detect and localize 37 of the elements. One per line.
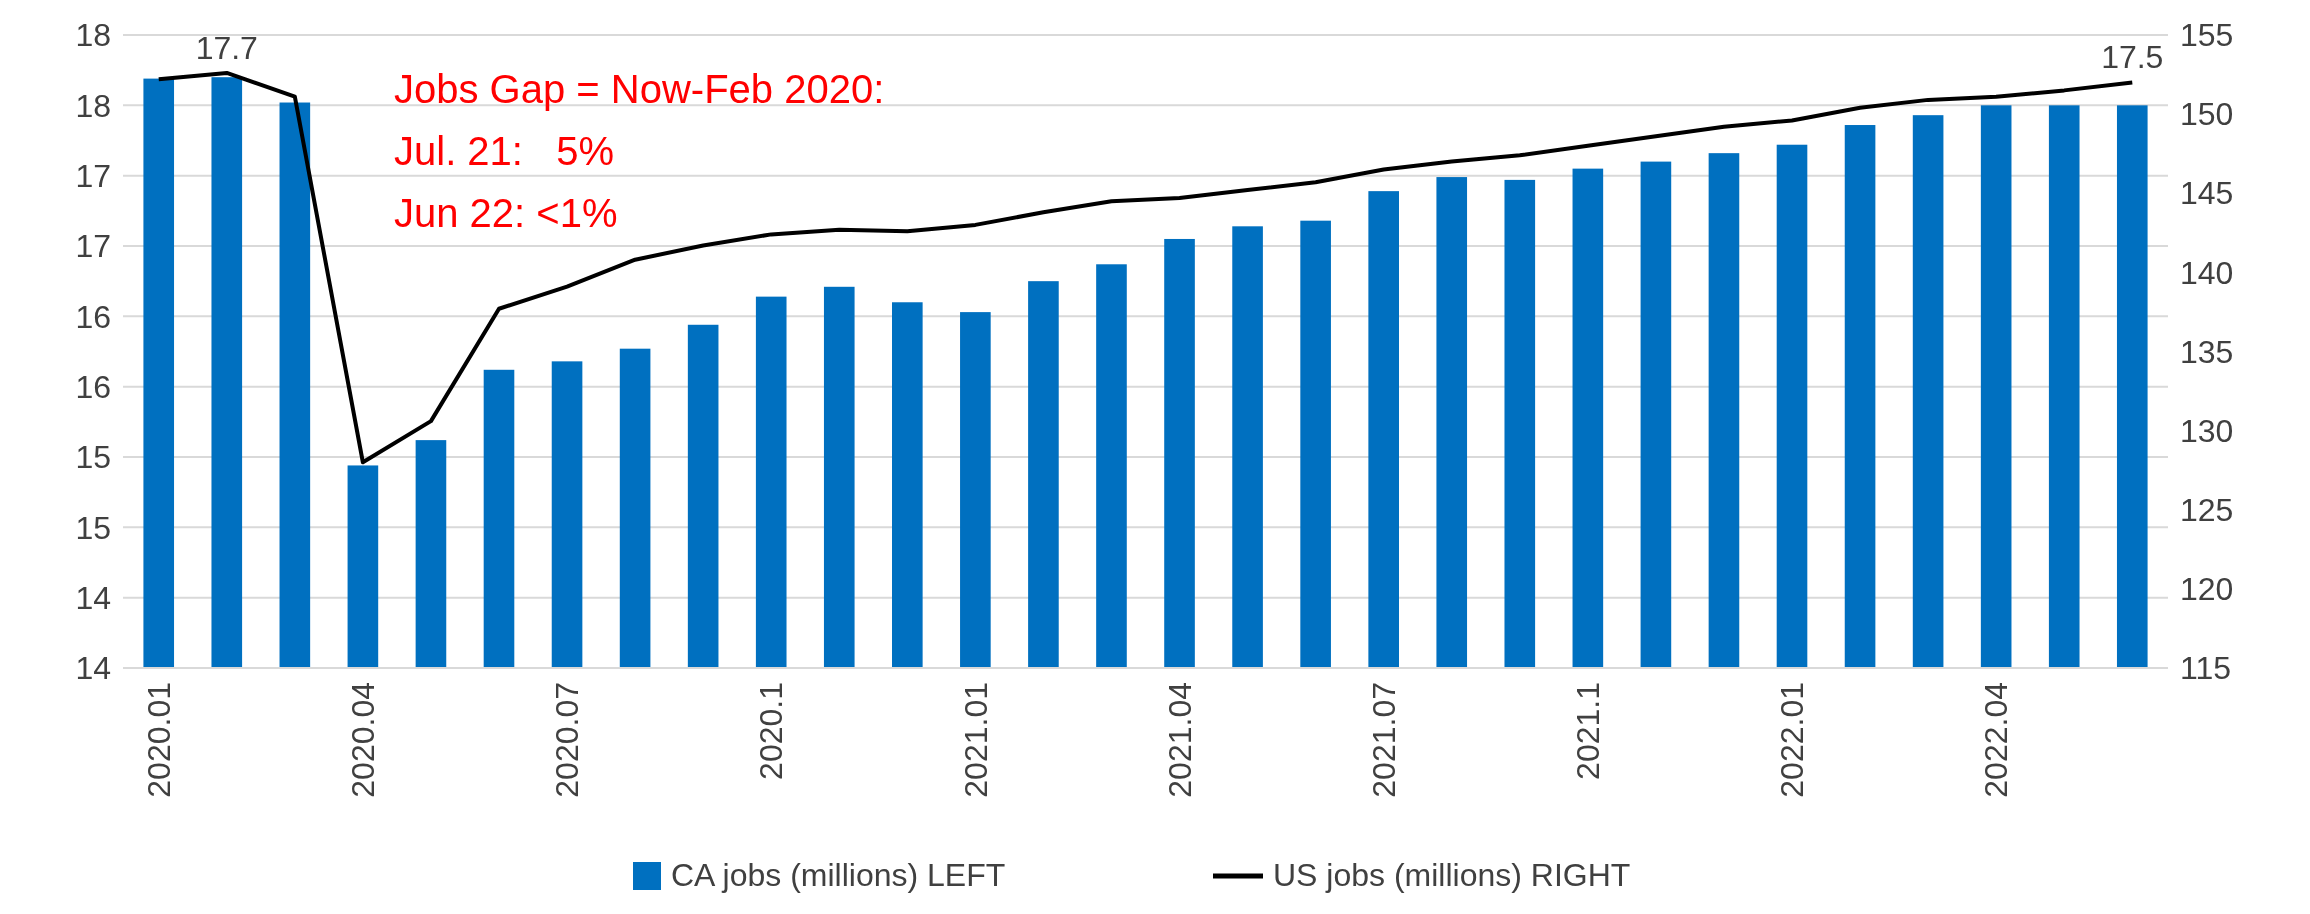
legend-label: CA jobs (millions) LEFT [671,857,1006,893]
y-tick-label: 17 [75,228,111,265]
y2-tick-label: 125 [2180,491,2234,528]
y2-tick-label: 130 [2180,412,2234,449]
y-tick-label: 15 [75,509,111,546]
y2-tick-label: 145 [2180,175,2234,212]
y-tick-label: 14 [75,579,111,616]
x-tick-label: 2021.01 [957,682,994,798]
y2-tick-label: 150 [2180,96,2234,133]
annotation: Jun 22: <1% [394,191,618,235]
y2-tick-label: 115 [2180,650,2232,687]
x-tick-label: 2020.04 [345,682,382,798]
x-tick-label: 2020.1 [753,682,790,780]
y-tick-label: 17 [75,157,111,194]
y-tick-label: 18 [75,87,111,124]
x-tick-label: 2022.01 [1774,682,1811,798]
annotation: Jul. 21: 5% [394,129,615,173]
line-series [156,70,2135,465]
y2-tick-label: 140 [2180,254,2234,291]
x-tick-label: 2021.1 [1570,682,1607,780]
x-tick-label: 2020.01 [140,682,177,798]
data-label: 17.5 [2101,39,2164,76]
y2-tick-label: 135 [2180,333,2234,370]
legend-label: US jobs (millions) RIGHT [1273,857,1631,893]
x-tick-label: 2020.07 [549,682,586,798]
annotation: Jobs Gap = Now-Feb 2020: [394,67,885,111]
y-tick-label: 18 [75,17,111,54]
x-tick-label: 2021.07 [1365,682,1402,798]
y-tick-label: 16 [75,298,111,335]
x-tick-label: 2021.04 [1161,682,1198,798]
data-label: 17.7 [195,29,258,66]
y-tick-label: 16 [75,368,111,405]
y-tick-label: 14 [75,650,111,687]
y2-tick-label: 120 [2180,571,2234,608]
y-tick-label: 15 [75,439,111,476]
x-tick-label: 2022.04 [1978,682,2015,798]
y2-tick-label: 155 [2180,17,2234,54]
